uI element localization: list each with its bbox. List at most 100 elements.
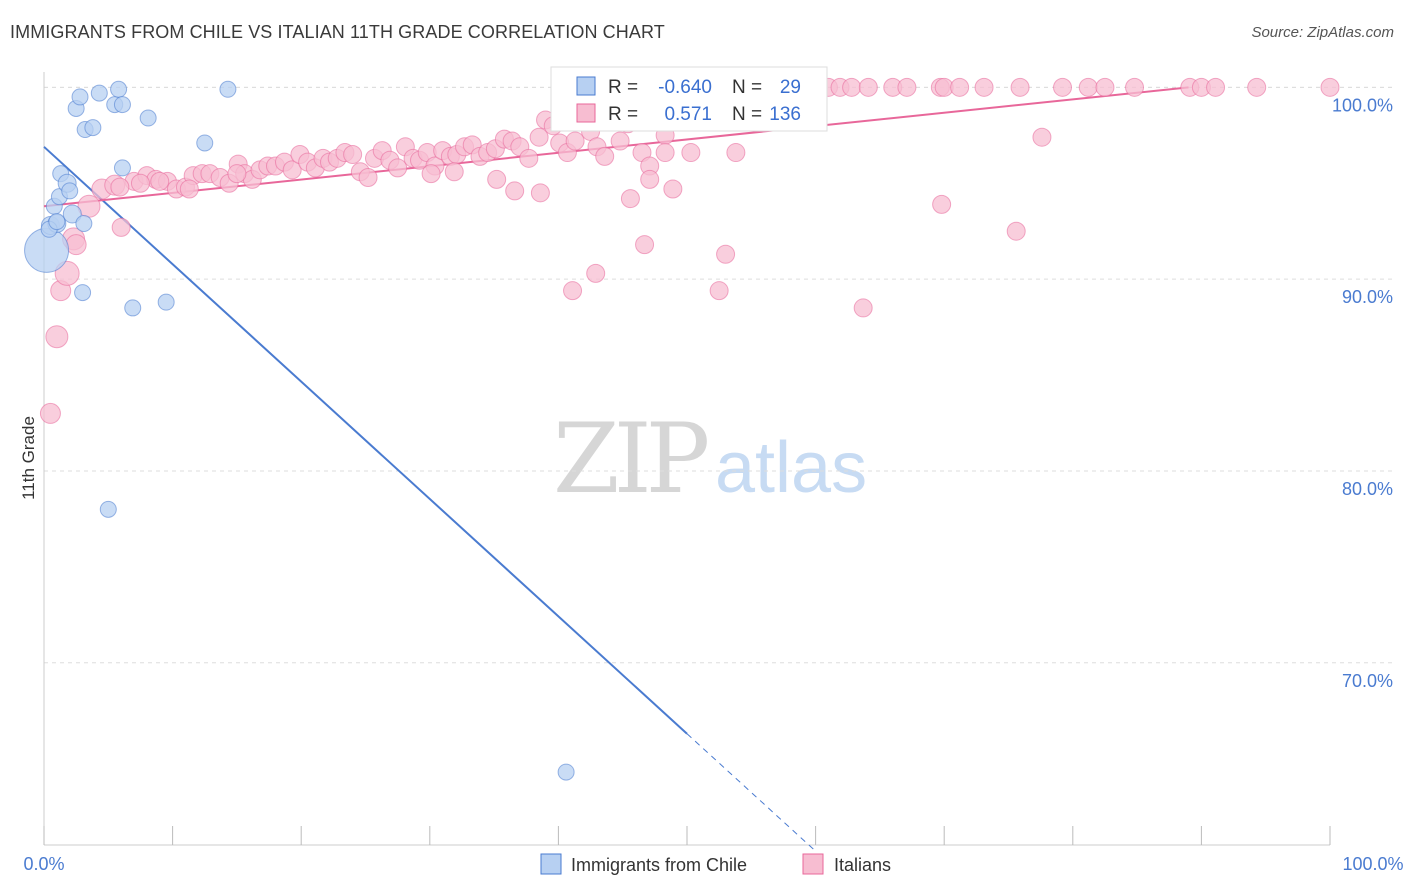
point-italians bbox=[1078, 77, 1098, 97]
point-chile bbox=[110, 80, 128, 98]
point-italians bbox=[388, 158, 408, 178]
point-italians bbox=[282, 160, 302, 180]
point-italians bbox=[110, 177, 130, 197]
y-tick-label: 70.0% bbox=[1342, 671, 1393, 691]
point-italians bbox=[505, 181, 525, 201]
trendline-chile-extrapolated bbox=[686, 733, 816, 852]
point-italians bbox=[421, 164, 441, 184]
point-chile bbox=[84, 119, 102, 137]
point-italians bbox=[1247, 77, 1267, 97]
point-italians bbox=[487, 169, 507, 189]
point-chile bbox=[557, 763, 575, 781]
point-italians bbox=[1095, 77, 1115, 97]
x-tick-label-max: 100.0% bbox=[1342, 854, 1403, 874]
point-italians bbox=[974, 77, 994, 97]
watermark-zip: ZIP bbox=[553, 403, 708, 515]
point-italians bbox=[358, 167, 378, 187]
point-italians bbox=[950, 77, 970, 97]
point-italians bbox=[1010, 77, 1030, 97]
point-chile bbox=[99, 500, 117, 518]
trendline-chile bbox=[43, 146, 688, 735]
point-italians bbox=[1125, 77, 1145, 97]
point-chile bbox=[71, 88, 89, 106]
point-italians bbox=[1053, 77, 1073, 97]
point-italians bbox=[529, 127, 549, 147]
point-italians bbox=[65, 234, 87, 256]
point-italians bbox=[227, 164, 247, 184]
point-italians bbox=[620, 189, 640, 209]
point-chile bbox=[196, 134, 214, 152]
point-italians bbox=[519, 148, 539, 168]
point-chile bbox=[124, 299, 142, 317]
stats-r-value-italians: 0.571 bbox=[664, 104, 712, 125]
chart-title: IMMIGRANTS FROM CHILE VS ITALIAN 11TH GR… bbox=[10, 22, 665, 42]
watermark-atlas: atlas bbox=[715, 428, 867, 508]
point-italians bbox=[1032, 127, 1052, 147]
stats-swatch-italians bbox=[576, 103, 596, 123]
point-italians bbox=[640, 169, 660, 189]
y-tick-label: 80.0% bbox=[1342, 479, 1393, 499]
point-italians bbox=[586, 263, 606, 283]
stats-box: R = -0.640 N = 29 R = 0.571 N = 136 bbox=[550, 66, 828, 132]
stats-r-label-italians: R = bbox=[608, 104, 638, 125]
point-italians bbox=[111, 217, 131, 237]
point-chile bbox=[113, 159, 131, 177]
point-chile bbox=[62, 204, 82, 224]
point-chile bbox=[74, 284, 92, 302]
point-italians bbox=[1206, 77, 1226, 97]
point-italians bbox=[563, 281, 583, 301]
stats-n-label-chile: N = bbox=[732, 77, 762, 98]
point-italians bbox=[595, 146, 615, 166]
stats-r-value-chile: -0.640 bbox=[658, 77, 712, 98]
stats-swatch-chile bbox=[576, 76, 596, 96]
point-chile bbox=[90, 84, 108, 102]
point-italians bbox=[709, 281, 729, 301]
stats-box-frame bbox=[550, 66, 828, 132]
legend: Immigrants from Chile Italians bbox=[540, 853, 891, 875]
point-italians bbox=[842, 77, 862, 97]
point-chile bbox=[113, 96, 131, 114]
point-italians bbox=[610, 131, 630, 151]
point-italians bbox=[530, 183, 550, 203]
point-italians bbox=[681, 143, 701, 163]
stats-n-value-chile: 29 bbox=[780, 77, 801, 98]
legend-swatch-chile bbox=[540, 853, 562, 875]
point-italians bbox=[343, 144, 363, 164]
point-italians bbox=[179, 179, 199, 199]
stats-n-label-italians: N = bbox=[732, 104, 762, 125]
stats-n-value-italians: 136 bbox=[769, 104, 801, 125]
point-italians bbox=[444, 162, 464, 182]
point-chile bbox=[219, 80, 237, 98]
point-italians bbox=[663, 179, 683, 199]
point-italians bbox=[726, 143, 746, 163]
point-italians bbox=[1320, 77, 1340, 97]
point-italians bbox=[150, 171, 170, 191]
legend-swatch-italians bbox=[802, 853, 824, 875]
point-italians bbox=[897, 77, 917, 97]
legend-label-chile: Immigrants from Chile bbox=[571, 855, 747, 875]
stats-r-label-chile: R = bbox=[608, 77, 638, 98]
point-italians bbox=[565, 131, 585, 151]
point-italians bbox=[932, 194, 952, 214]
source-label: Source: ZipAtlas.com bbox=[1251, 24, 1394, 41]
point-italians bbox=[716, 244, 736, 264]
point-italians bbox=[45, 325, 69, 349]
y-tick-label: 100.0% bbox=[1332, 95, 1393, 115]
point-chile bbox=[75, 215, 93, 233]
point-italians bbox=[1006, 221, 1026, 241]
y-tick-label: 90.0% bbox=[1342, 287, 1393, 307]
y-axis-label: 11th Grade bbox=[19, 416, 38, 500]
point-chile bbox=[48, 213, 66, 231]
point-italians bbox=[130, 173, 150, 193]
point-italians bbox=[39, 402, 61, 424]
point-chile bbox=[157, 293, 175, 311]
point-italians bbox=[635, 235, 655, 255]
point-italians bbox=[655, 143, 675, 163]
x-tick-label-min: 0.0% bbox=[23, 854, 64, 874]
point-chile bbox=[139, 109, 157, 127]
point-italians bbox=[853, 298, 873, 318]
legend-label-italians: Italians bbox=[834, 855, 891, 875]
point-chile bbox=[61, 182, 79, 200]
point-italians bbox=[858, 77, 878, 97]
